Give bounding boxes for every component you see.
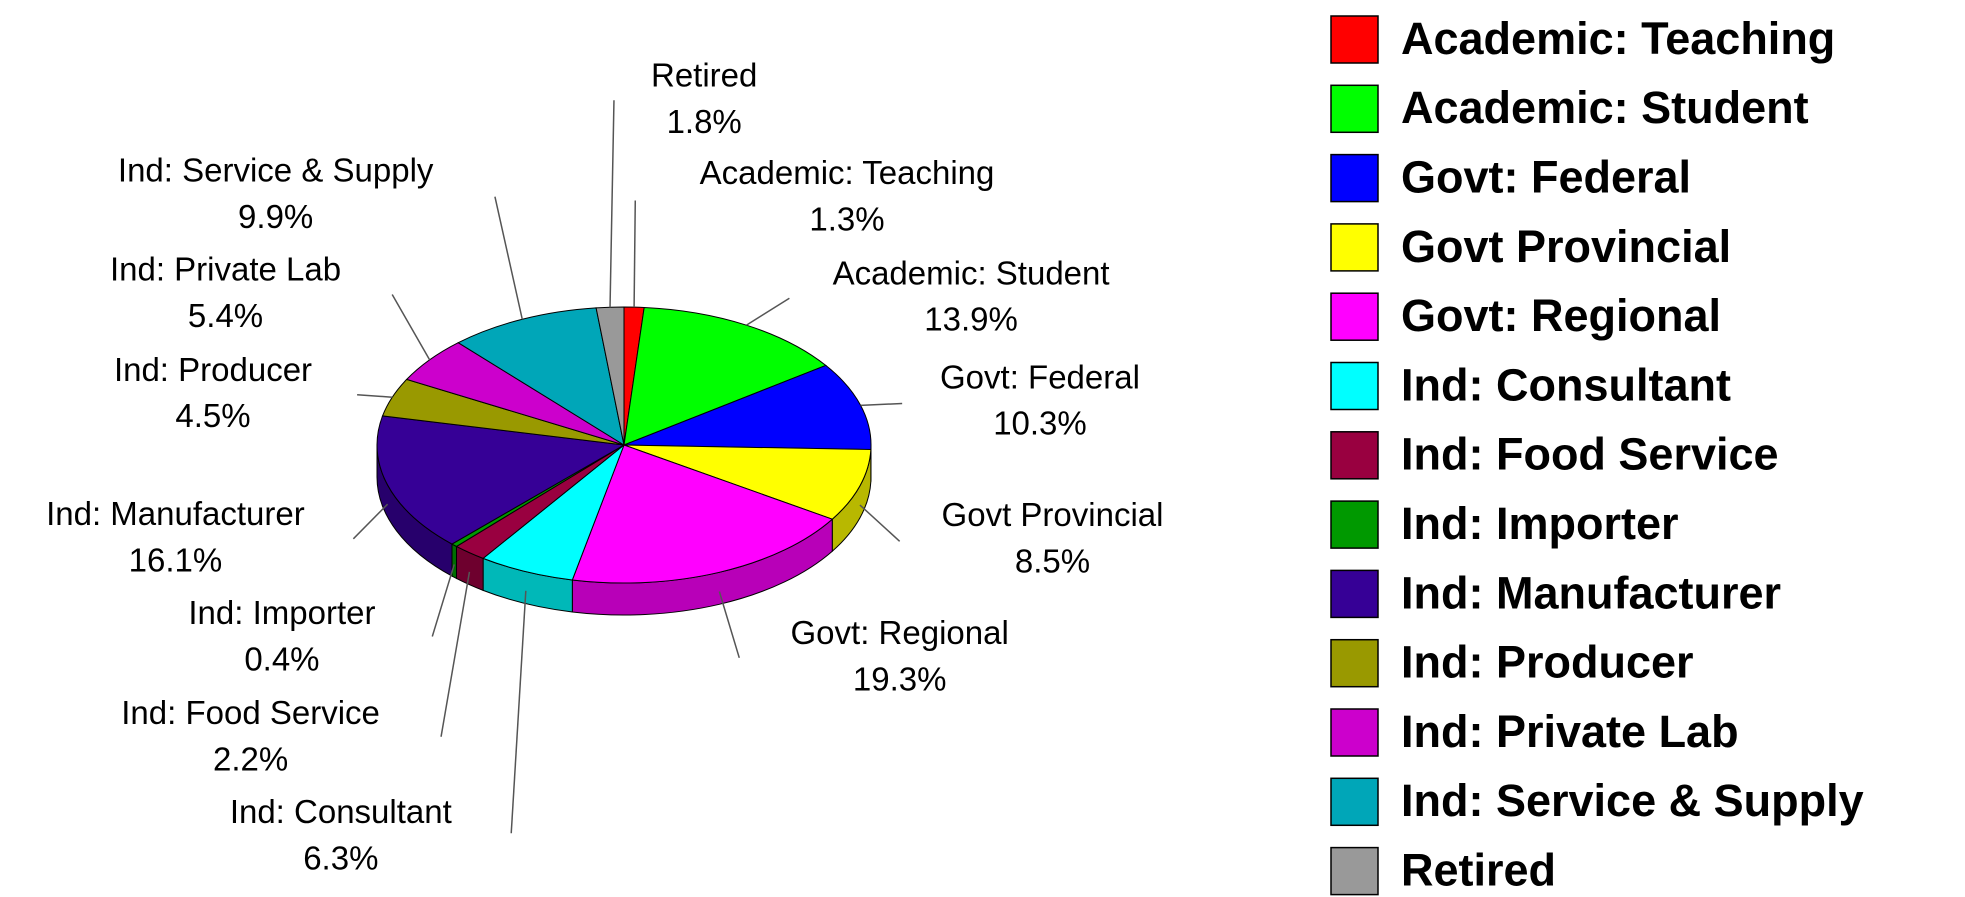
legend-swatch: [1330, 708, 1379, 757]
slice-label: Ind: Private Lab: [110, 251, 341, 288]
legend-label: Govt: Federal: [1401, 151, 1691, 202]
legend-label: Govt Provincial: [1401, 221, 1731, 272]
leader-line: [494, 196, 523, 320]
slice-label: Ind: Manufacturer: [46, 495, 305, 532]
slice-value-label: 10.3%: [993, 405, 1087, 442]
legend-swatch: [1330, 431, 1379, 480]
legend-label: Govt: Regional: [1401, 290, 1721, 341]
slice-side: [451, 543, 457, 580]
slice-label: Academic: Student: [833, 254, 1110, 291]
leader-line: [510, 590, 527, 834]
legend-label: Ind: Producer: [1401, 637, 1694, 688]
legend-swatch: [1330, 500, 1379, 549]
slice: [623, 364, 872, 451]
slice-value-label: 6.3%: [303, 840, 378, 877]
legend-swatch: [1330, 569, 1379, 619]
slice-value-label: 0.4%: [244, 640, 319, 677]
legend-swatch: [1330, 638, 1379, 688]
leader-line: [746, 297, 790, 326]
slice-label: Govt: Regional: [791, 614, 1009, 651]
slice-value-label: 13.9%: [924, 301, 1018, 338]
leader-line: [431, 564, 455, 637]
legend-swatch: [1330, 361, 1379, 411]
leader-line: [718, 591, 740, 659]
legend-label: Academic: Student: [1401, 82, 1809, 133]
legend-label: Ind: Private Lab: [1401, 706, 1739, 757]
slice-value-label: 5.4%: [188, 297, 263, 334]
slice-value-label: 19.3%: [853, 660, 947, 697]
leader-line: [633, 200, 637, 308]
slice: [623, 306, 827, 446]
slice-label: Ind: Importer: [188, 594, 375, 631]
legend-swatch: [1330, 846, 1379, 896]
legend-label: Ind: Manufacturer: [1401, 567, 1781, 618]
legend-label: Ind: Importer: [1401, 498, 1679, 549]
legend-label: Academic: Teaching: [1401, 13, 1835, 64]
slice-value-label: 1.3%: [809, 200, 884, 237]
leader-line: [357, 393, 393, 398]
slice-label: Ind: Producer: [114, 351, 312, 388]
slice: [376, 415, 626, 545]
legend-swatch: [1330, 84, 1379, 134]
leader-line: [609, 100, 615, 308]
legend-label: Ind: Food Service: [1401, 429, 1779, 480]
legend-label: Ind: Consultant: [1401, 359, 1731, 410]
slice: [623, 444, 872, 520]
leader-line: [391, 294, 431, 361]
slice-value-label: 9.9%: [238, 198, 313, 235]
slice-label: Ind: Service & Supply: [118, 152, 434, 189]
slice-value-label: 4.5%: [175, 397, 250, 434]
leader-line: [860, 402, 903, 407]
legend-label: Ind: Service & Supply: [1401, 775, 1864, 826]
slice-value-label: 1.8%: [667, 103, 742, 140]
legend-swatch: [1330, 777, 1379, 827]
leader-line: [440, 571, 471, 737]
legend-swatch: [1330, 15, 1379, 64]
slice-label: Retired: [651, 56, 757, 93]
slice-label: Govt Provincial: [942, 496, 1164, 533]
slice-value-label: 2.2%: [213, 741, 288, 778]
legend-swatch: [1330, 223, 1379, 272]
slice-label: Ind: Food Service: [121, 694, 380, 731]
slice: [571, 444, 834, 584]
slice-label: Govt: Federal: [940, 358, 1140, 395]
legend-swatch: [1330, 153, 1379, 203]
slice-value-label: 8.5%: [1015, 543, 1090, 580]
slice-value-label: 16.1%: [129, 541, 223, 578]
leader-line: [352, 503, 389, 540]
legend-label: Retired: [1401, 844, 1556, 895]
slice-label: Ind: Consultant: [230, 793, 452, 830]
legend-swatch: [1330, 292, 1379, 341]
slice-label: Academic: Teaching: [700, 154, 995, 191]
leader-line: [859, 504, 901, 542]
